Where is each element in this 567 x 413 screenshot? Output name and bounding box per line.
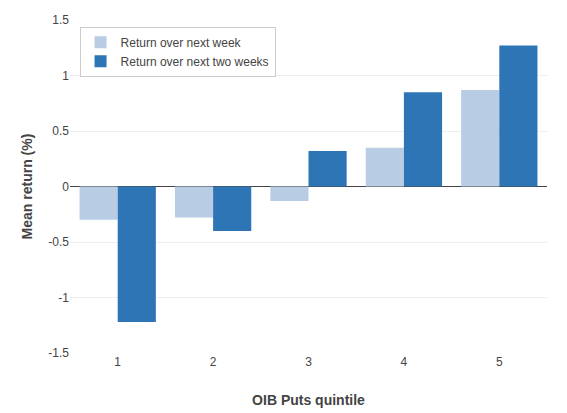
svg-text:Return over next week: Return over next week bbox=[121, 36, 242, 50]
svg-text:Mean return (%): Mean return (%) bbox=[19, 134, 35, 240]
svg-text:1: 1 bbox=[114, 355, 121, 369]
svg-text:-1.5: -1.5 bbox=[48, 346, 69, 360]
svg-text:OIB Puts quintile: OIB Puts quintile bbox=[252, 392, 365, 408]
svg-text:3: 3 bbox=[305, 355, 312, 369]
svg-text:0: 0 bbox=[62, 180, 69, 194]
svg-text:2: 2 bbox=[210, 355, 217, 369]
svg-text:-1: -1 bbox=[58, 291, 69, 305]
svg-text:5: 5 bbox=[496, 355, 503, 369]
svg-text:-0.5: -0.5 bbox=[48, 235, 69, 249]
svg-text:1.5: 1.5 bbox=[52, 13, 69, 27]
svg-text:Return over next two weeks: Return over next two weeks bbox=[121, 55, 269, 69]
svg-text:0.5: 0.5 bbox=[52, 124, 69, 138]
svg-text:4: 4 bbox=[401, 355, 408, 369]
svg-text:1: 1 bbox=[62, 69, 69, 83]
